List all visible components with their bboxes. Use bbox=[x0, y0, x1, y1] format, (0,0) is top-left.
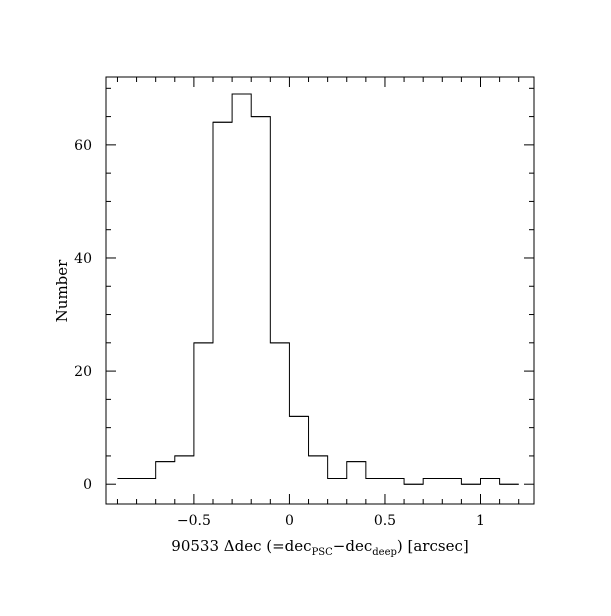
x-tick-label: 1 bbox=[476, 513, 485, 529]
x-axis-title-mid: −dec bbox=[333, 537, 372, 555]
x-axis-title-suffix: ) [arcsec] bbox=[397, 537, 469, 555]
x-tick-label: −0.5 bbox=[177, 513, 211, 529]
x-axis-title-prefix: 90533 Δdec (=dec bbox=[171, 537, 311, 555]
x-tick-label: 0.5 bbox=[374, 513, 396, 529]
x-axis-title-subscript-deep: deep bbox=[372, 547, 397, 558]
y-tick-label: 20 bbox=[74, 364, 92, 380]
x-axis-title-subscript-psc: PSC bbox=[312, 547, 334, 558]
histogram-bins bbox=[117, 93, 519, 485]
plot-frame bbox=[105, 76, 535, 505]
y-axis-title: Number bbox=[53, 259, 71, 322]
x-tick-label: 0 bbox=[285, 513, 294, 529]
y-tick-label: 40 bbox=[74, 251, 92, 267]
axis-tick-labels: −0.5 0 0.5 1 0 20 40 60 bbox=[74, 138, 485, 529]
histogram-outline bbox=[117, 93, 519, 485]
axis-ticks bbox=[106, 77, 534, 504]
x-axis-title: 90533 Δdec (=decPSC−decdeep) [arcsec] bbox=[171, 537, 468, 558]
y-tick-label: 60 bbox=[74, 138, 92, 154]
y-tick-label: 0 bbox=[83, 477, 92, 493]
